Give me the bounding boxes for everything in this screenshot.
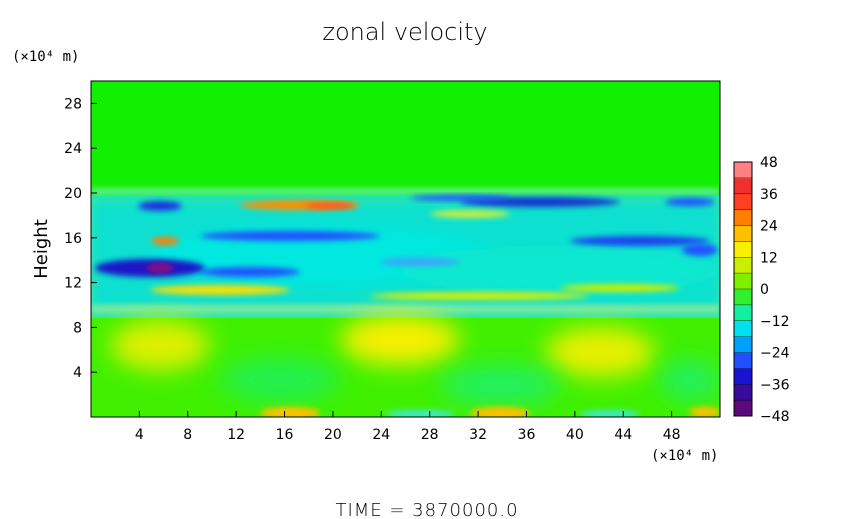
colorbar-swatch [734,273,752,290]
x-tick-label: 32 [469,427,487,443]
heatmap-field [91,81,720,417]
colorbar-tick-label: 24 [760,219,778,235]
colorbar-tick-label: 0 [760,282,769,298]
colorbar-frame [733,161,753,417]
colorbar-tick-label: −36 [760,377,790,393]
colorbar-tick-label: −48 [760,409,790,425]
colorbar-swatch [734,384,752,401]
x-tick-label: 20 [324,427,342,443]
colorbar-swatch [734,289,752,306]
x-tick-label: 40 [566,427,584,443]
y-axis-label: Height [31,219,52,279]
x-tick-label: 48 [663,427,681,443]
colorbar: 48 36 24 12 0 −12 −24 −36 −48 [733,155,790,425]
x-axis-ticks: 4 8 12 16 20 24 28 32 36 40 44 48 [135,411,681,443]
colorbar-swatch [734,162,752,179]
colorbar-swatch [734,304,752,322]
y-tick-label: 16 [64,231,82,247]
y-axis-ticks: 4 8 12 16 20 24 28 [64,96,97,381]
y-tick-label: 28 [64,96,82,112]
colorbar-swatch [734,352,752,369]
x-unit-label: (×10⁴ m) [651,448,718,464]
y-tick-label: 12 [64,276,82,292]
colorbar-tick-label: 36 [760,187,778,203]
colorbar-tick-label: −12 [760,314,790,330]
plot-frame [90,80,721,418]
x-tick-label: 24 [372,427,390,443]
colorbar-swatch [734,336,752,353]
colorbar-tick-label: 12 [760,250,778,266]
x-tick-label: 8 [183,427,192,443]
colorbar-swatch [734,225,752,242]
colorbar-swatch [734,177,752,195]
x-tick-label: 36 [518,427,536,443]
colorbar-swatch [734,400,752,417]
x-tick-label: 44 [614,427,632,443]
colorbar-swatch [734,368,752,385]
y-unit-label: (×10⁴ m) [12,49,79,65]
x-tick-label: 12 [227,427,245,443]
colorbar-swatch [734,209,752,226]
y-tick-label: 8 [73,320,82,336]
colorbar-swatch [734,241,752,258]
x-tick-label: 4 [135,427,144,443]
colorbar-tick-label: −24 [760,346,790,362]
y-tick-label: 4 [73,365,82,381]
x-tick-label: 16 [276,427,294,443]
colorbar-tick-label: 48 [760,155,778,171]
colorbar-swatch [734,257,752,274]
time-label: TIME = 3870000.0 [335,500,518,519]
x-tick-label: 28 [421,427,439,443]
y-tick-label: 24 [64,141,82,157]
chart-title: zonal velocity [322,18,487,46]
colorbar-swatch [734,193,752,211]
colorbar-swatch [734,320,752,338]
y-tick-label: 20 [64,186,82,202]
